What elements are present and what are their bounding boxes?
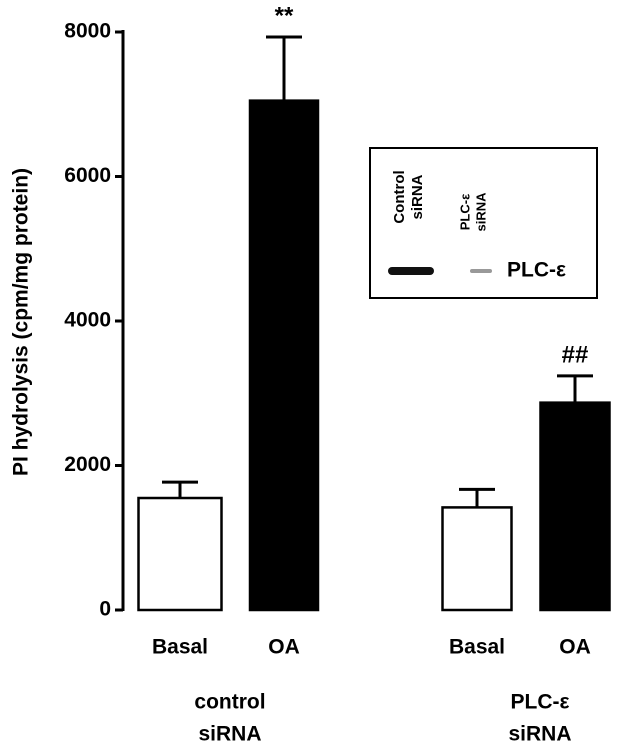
x-tick-label: OA <box>559 636 591 659</box>
inset-lane-label: PLC-ε <box>457 194 472 231</box>
annotation: ** <box>275 2 294 29</box>
group-label: PLC-ε <box>511 691 570 714</box>
y-axis-title: PI hydrolysis (cpm/mg protein) <box>10 168 33 476</box>
y-tick-label: 8000 <box>64 20 111 43</box>
bar <box>441 506 513 612</box>
group-label: control <box>194 691 265 714</box>
x-tick-label: OA <box>268 636 300 659</box>
inset-band-label: PLC-ε <box>507 259 566 282</box>
x-tick-label: Basal <box>449 636 505 659</box>
y-tick-label: 0 <box>99 598 111 621</box>
inset-lane-label: Control <box>391 170 408 223</box>
blot-band <box>470 269 492 273</box>
y-tick-label: 2000 <box>64 453 111 476</box>
y-tick-label: 6000 <box>64 164 111 187</box>
group-label: siRNA <box>508 723 571 746</box>
annotation: ## <box>562 341 589 368</box>
x-tick-label: Basal <box>152 636 208 659</box>
bar <box>137 496 223 612</box>
inset-lane-label: siRNA <box>409 174 426 219</box>
blot-band <box>388 267 434 275</box>
y-tick-label: 4000 <box>64 309 111 332</box>
bar <box>248 99 320 612</box>
bar <box>539 401 611 612</box>
inset-lane-label: siRNA <box>473 192 488 232</box>
group-label: siRNA <box>198 723 261 746</box>
